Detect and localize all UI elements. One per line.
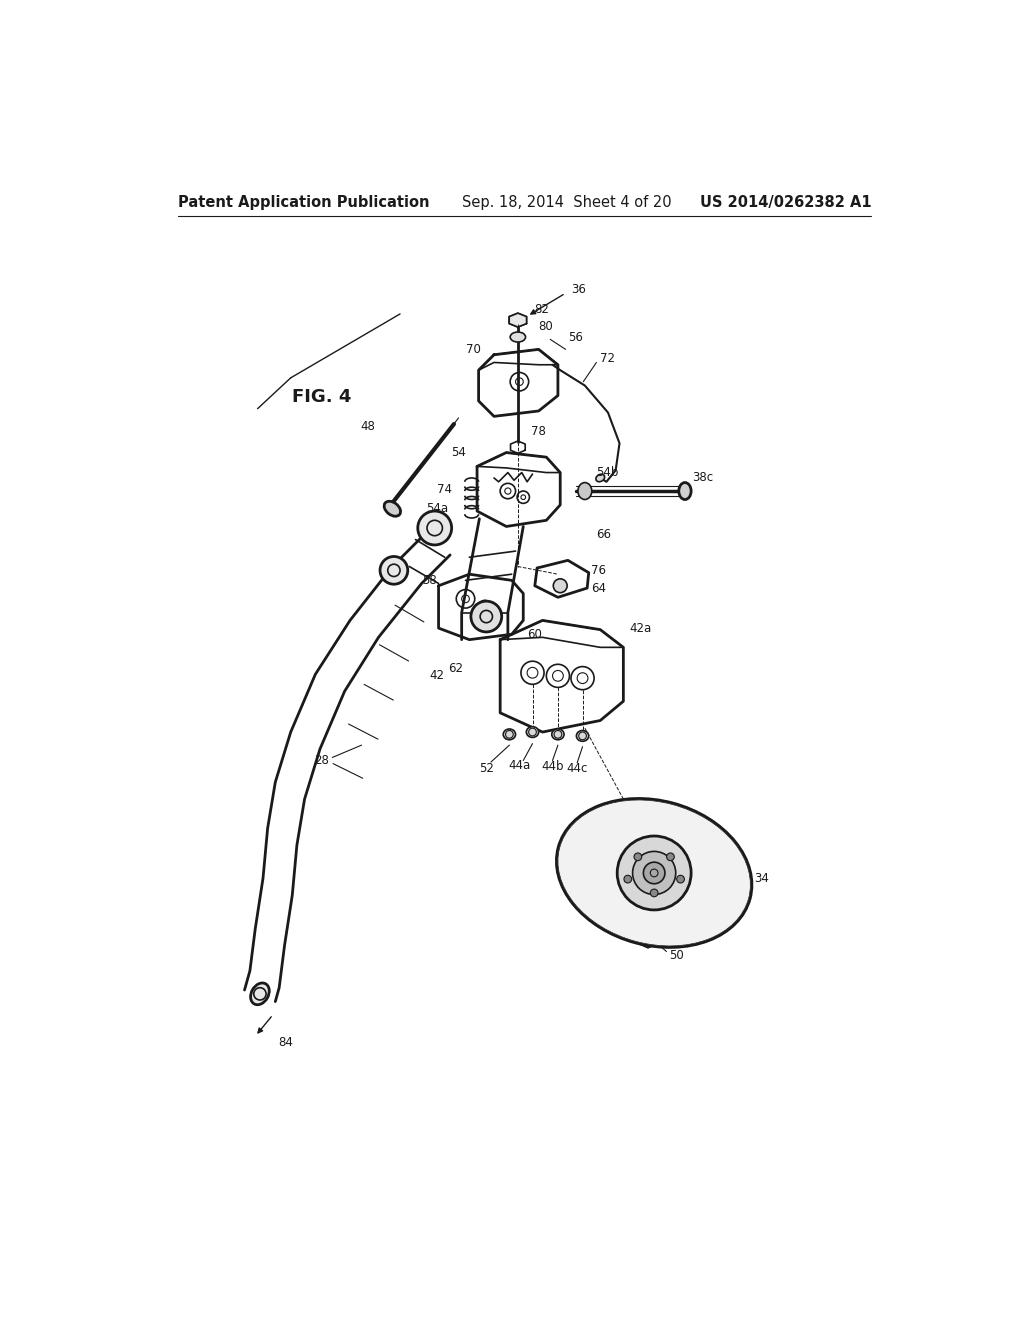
Text: 52: 52	[479, 762, 494, 775]
Text: 84: 84	[279, 1036, 293, 1049]
Ellipse shape	[251, 983, 269, 1005]
Text: 60: 60	[527, 628, 542, 640]
Circle shape	[471, 601, 502, 632]
Circle shape	[634, 853, 642, 861]
Text: 54: 54	[451, 446, 466, 459]
Text: Sep. 18, 2014  Sheet 4 of 20: Sep. 18, 2014 Sheet 4 of 20	[462, 195, 672, 210]
Text: 28: 28	[314, 754, 330, 767]
Text: 74: 74	[437, 483, 453, 496]
Text: 38c: 38c	[692, 471, 714, 484]
Circle shape	[418, 511, 452, 545]
Text: 82: 82	[535, 302, 549, 315]
Text: 72: 72	[600, 352, 615, 366]
Text: 54b: 54b	[596, 466, 618, 479]
Text: 42a: 42a	[630, 622, 651, 635]
Circle shape	[478, 601, 490, 612]
Circle shape	[677, 875, 684, 883]
Ellipse shape	[552, 729, 564, 739]
Circle shape	[667, 853, 674, 861]
Ellipse shape	[679, 483, 691, 499]
Circle shape	[617, 836, 691, 909]
Text: 70: 70	[466, 343, 481, 356]
Ellipse shape	[510, 333, 525, 342]
Text: 58: 58	[422, 574, 437, 587]
Text: 64: 64	[591, 582, 606, 594]
Text: 44c: 44c	[566, 762, 588, 775]
Polygon shape	[639, 932, 656, 948]
Text: 50: 50	[670, 949, 684, 962]
Ellipse shape	[556, 799, 752, 948]
Circle shape	[553, 578, 567, 593]
Text: 48: 48	[360, 420, 376, 433]
Ellipse shape	[526, 726, 539, 738]
Circle shape	[380, 557, 408, 585]
Text: 80: 80	[539, 319, 553, 333]
Text: US 2014/0262382 A1: US 2014/0262382 A1	[699, 195, 871, 210]
Text: 76: 76	[591, 564, 606, 577]
Ellipse shape	[503, 729, 515, 739]
Ellipse shape	[577, 730, 589, 742]
Text: Patent Application Publication: Patent Application Publication	[178, 195, 430, 210]
Text: 62: 62	[449, 661, 463, 675]
Circle shape	[650, 890, 658, 896]
Text: 54a: 54a	[426, 502, 447, 515]
Text: 44b: 44b	[542, 760, 564, 774]
Text: 36: 36	[571, 282, 586, 296]
Ellipse shape	[578, 483, 592, 499]
Text: 56: 56	[568, 330, 583, 343]
Ellipse shape	[384, 502, 400, 516]
Text: 78: 78	[531, 425, 546, 438]
Circle shape	[624, 875, 632, 883]
Text: 66: 66	[596, 528, 611, 541]
Text: 34: 34	[755, 871, 769, 884]
Text: 44a: 44a	[508, 759, 530, 772]
Circle shape	[643, 862, 665, 884]
Ellipse shape	[596, 474, 604, 482]
Polygon shape	[509, 313, 526, 327]
Text: 42: 42	[430, 669, 444, 682]
Circle shape	[633, 851, 676, 895]
Text: FIG. 4: FIG. 4	[292, 388, 351, 407]
